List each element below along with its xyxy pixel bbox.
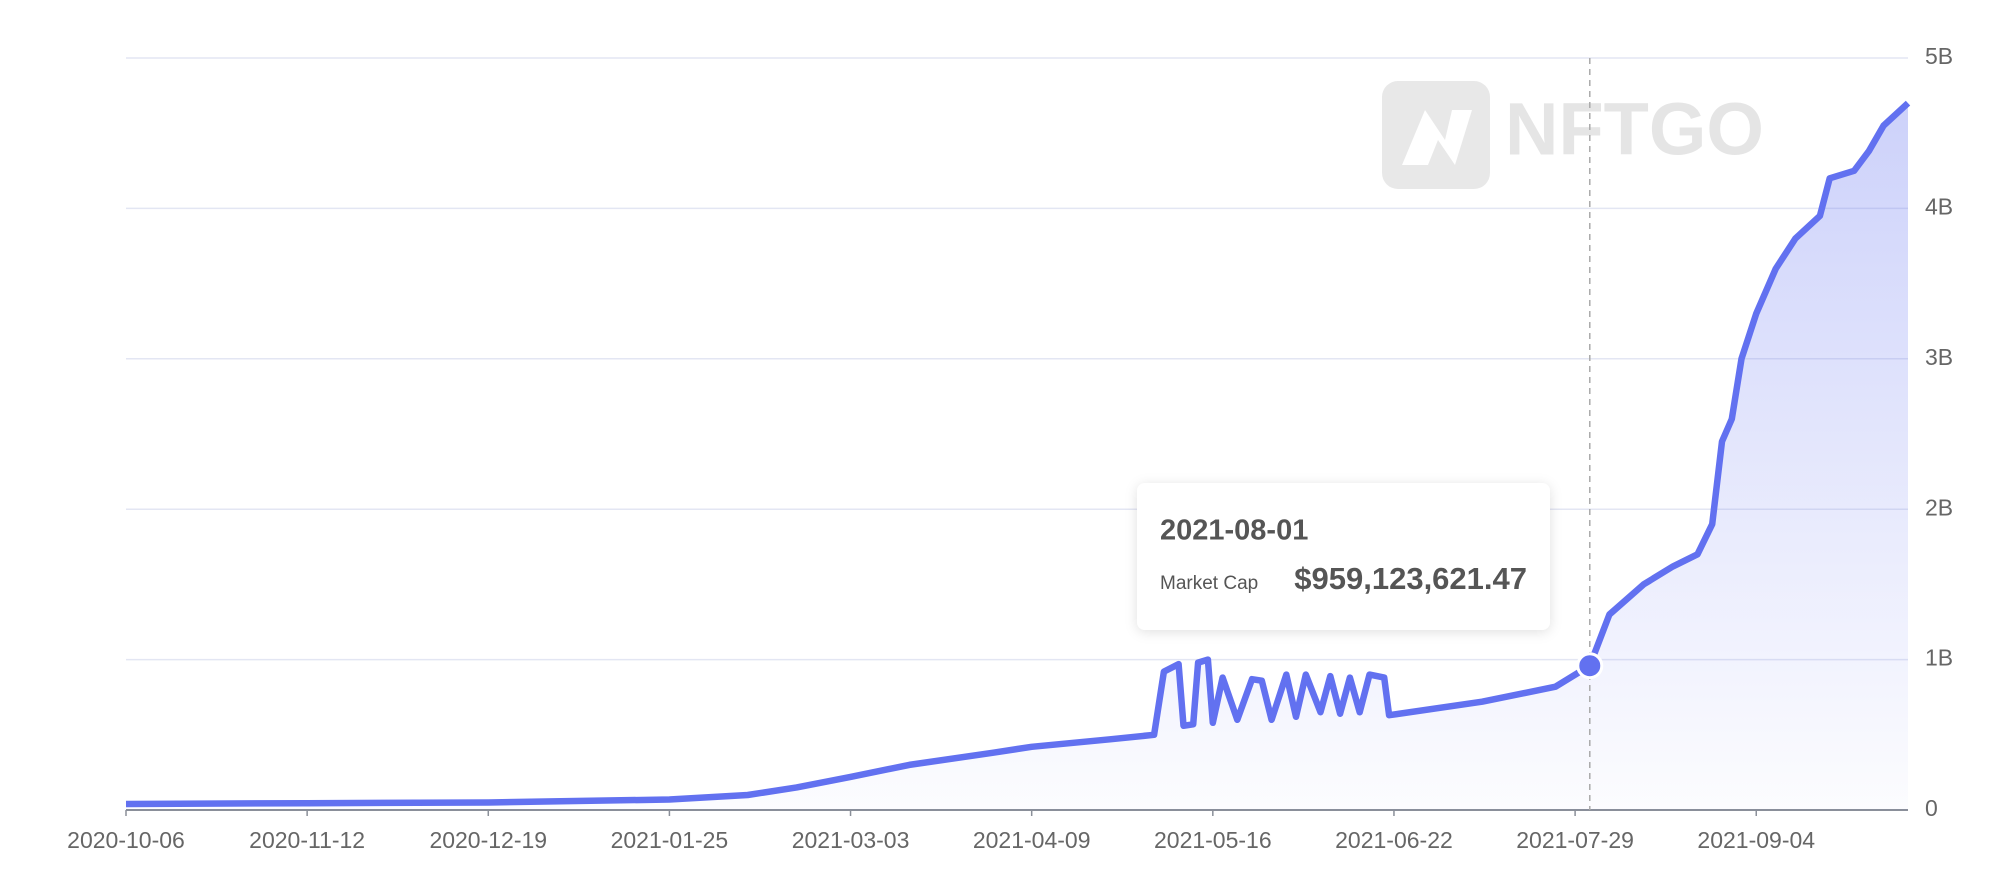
x-tick-label: 2020-12-19 [429,827,547,853]
marks [125,58,1911,811]
y-tick-label: 4B [1925,193,1953,219]
y-tick-label: 0 [1925,795,1938,821]
line [125,100,1911,808]
x-tick-label: 2020-10-06 [67,827,185,853]
y-tick-label: 3B [1925,344,1953,370]
tooltip: 2021-08-01 Market Cap $959,123,621.47 [1137,483,1550,630]
x-tick-label: 2021-09-04 [1697,827,1815,853]
axes: 0 1B 2B 3B 4B 5B 2020-10-06 2020-11-12 2020-12-1… [67,43,1953,853]
x-tick-label: 2021-03-03 [792,827,910,853]
x-tick-label: 2021-01-25 [611,827,729,853]
x-tick-label: 2021-05-16 [1154,827,1272,853]
watermark: NFTGO [1382,81,1764,189]
watermark-glyph [1402,110,1472,165]
y-tick-label: 5B [1925,43,1953,69]
x-tick-label: 2021-06-22 [1335,827,1453,853]
x-tick-label: 2020-11-12 [249,827,365,853]
y-tick-label: 1B [1925,645,1953,671]
area-fill [126,103,1908,811]
tooltip-date: 2021-08-01 [1160,515,1308,547]
hover-point [1576,652,1604,680]
x-tick-label: 2021-04-09 [973,827,1091,853]
y-tick-label: 2B [1925,494,1953,520]
tooltip-value: $959,123,621.47 [1294,561,1527,596]
watermark-text: NFTGO [1505,88,1764,171]
tooltip-box [1137,483,1550,630]
tooltip-series: Market Cap [1160,573,1258,594]
x-tick-label: 2021-07-29 [1516,827,1634,853]
